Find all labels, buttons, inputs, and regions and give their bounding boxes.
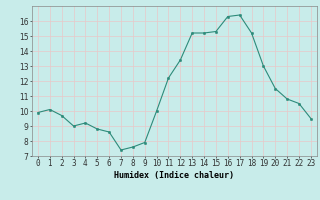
X-axis label: Humidex (Indice chaleur): Humidex (Indice chaleur) (115, 171, 234, 180)
